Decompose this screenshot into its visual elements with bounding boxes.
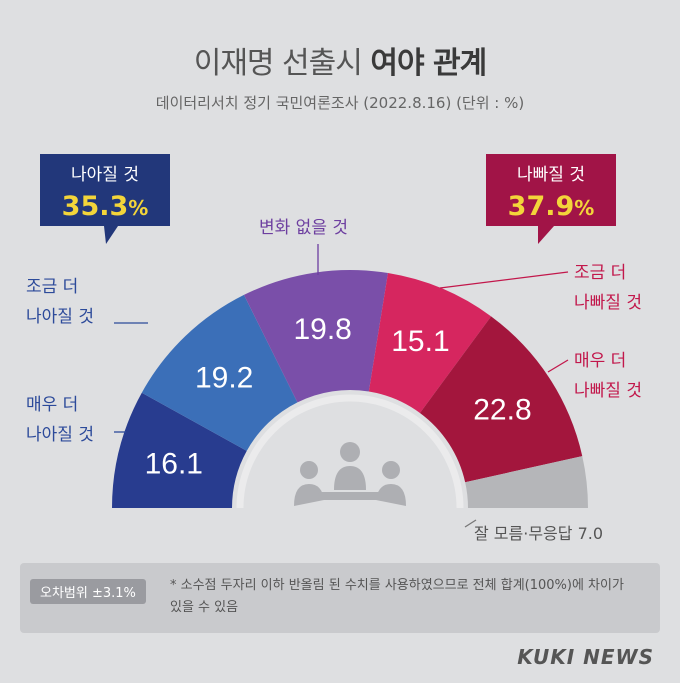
better-box-bg — [40, 154, 170, 244]
value-label-2: 19.2 — [195, 362, 253, 395]
inner-ring — [236, 394, 464, 509]
meeting-people-icon — [294, 442, 406, 506]
worse-group-label: 나빠질 것 — [517, 165, 585, 185]
leader-line-6 — [464, 519, 477, 528]
slice-1 — [112, 392, 247, 508]
slice-5 — [419, 316, 583, 483]
label-much-better: 매우 더 나아질 것 — [26, 395, 94, 445]
value-label-4: 15.1 — [391, 325, 449, 358]
inner-decor — [236, 394, 464, 509]
title-regular: 이재명 선출시 — [193, 46, 371, 81]
slice-4 — [368, 273, 492, 413]
brand-logo: KUKI NEWS — [517, 645, 654, 669]
better-summary-box: 나아질 것 35.3% — [40, 154, 170, 244]
label-slightly-worse: 조금 더 나빠질 것 — [574, 263, 642, 313]
leader-lines-group — [114, 244, 569, 528]
better-group-label: 나아질 것 — [71, 165, 139, 185]
better-group-value: 35.3% — [61, 191, 149, 222]
slice-3 — [243, 270, 388, 403]
chart-title: 이재명 선출시 여야 관계 — [0, 38, 680, 82]
slice-2 — [141, 294, 298, 451]
title-bold: 여야 관계 — [370, 46, 487, 81]
worse-box-bg — [486, 154, 616, 244]
footnote-text: * 소수점 두자리 이하 반올림 된 수치를 사용하였으므로 전체 합계(100… — [170, 578, 624, 615]
label-no-change: 변화 없을 것 — [259, 218, 349, 238]
worse-group-value: 37.9% — [507, 191, 595, 222]
worse-summary-box: 나빠질 것 37.9% — [486, 154, 616, 244]
slice-6 — [465, 456, 588, 508]
value-labels-group: 16.1 19.2 19.8 15.1 22.8 — [145, 313, 532, 480]
value-label-3: 19.8 — [293, 313, 351, 346]
footnote-panel: 오차범위 ±3.1% * 소수점 두자리 이하 반올림 된 수치를 사용하였으므… — [20, 563, 660, 633]
label-much-worse: 매우 더 나빠질 것 — [574, 351, 642, 401]
margin-of-error-badge: 오차범위 ±3.1% — [30, 579, 146, 604]
slices-group — [112, 270, 588, 508]
leader-line-5 — [547, 359, 569, 373]
value-label-5: 22.8 — [473, 394, 531, 427]
label-unknown: 잘 모름·무응답 7.0 — [474, 524, 604, 543]
label-slightly-better: 조금 더 나아질 것 — [26, 277, 94, 327]
chart-subtitle: 데이터리서치 정기 국민여론조사 (2022.8.16) (단위 : %) — [155, 94, 525, 112]
value-label-1: 16.1 — [145, 447, 203, 480]
leader-line-4 — [439, 271, 569, 289]
